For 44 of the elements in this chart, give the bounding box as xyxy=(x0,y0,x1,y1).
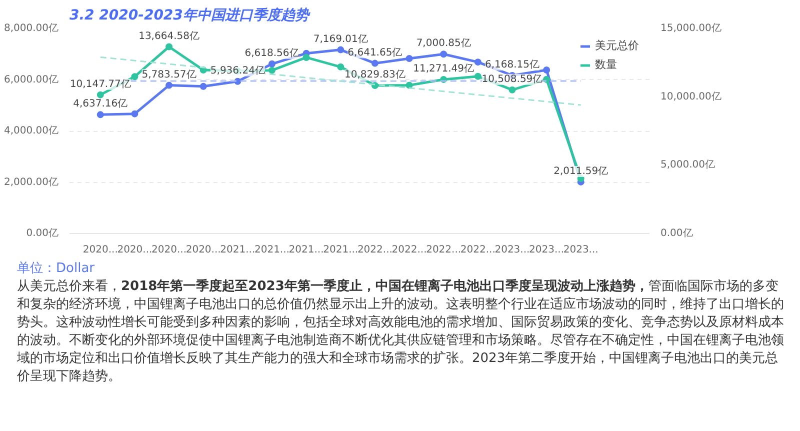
legend-label: 美元总价 xyxy=(595,38,639,53)
x-tick-label: 2022... xyxy=(460,244,496,256)
text: 单位：Dollar xyxy=(17,260,96,278)
y-tick-label: 0.00亿 xyxy=(26,228,58,239)
data-label: 6,618.56亿 xyxy=(244,48,300,59)
x-tick-label: 2022... xyxy=(392,244,427,256)
data-label: 10,829.83亿 xyxy=(344,69,406,80)
data-label: 11,271.49亿 xyxy=(413,63,474,74)
x-tick-label: 2023... xyxy=(494,244,530,256)
x-tick-label: 2020... xyxy=(117,244,152,256)
data-label: 2,011.59亿 xyxy=(554,166,608,177)
x-tick-label: 2021... xyxy=(323,244,358,256)
data-label: 5,936.24亿 xyxy=(210,65,265,76)
data-label: 4,637.16亿 xyxy=(73,98,128,110)
data-label: 6,641.65亿 xyxy=(348,47,402,58)
data-label: 10,508.59亿 xyxy=(482,74,543,85)
y2-tick-label: 0.00亿 xyxy=(660,228,693,239)
y2-tick-label: 10,000.00亿 xyxy=(660,91,722,102)
x-tick-label: 2021... xyxy=(254,244,290,256)
text: 2018年第一季度起至2023年第一季度止，中国在锂离子电池出口季度呈现波动上涨趋势， xyxy=(121,279,648,294)
data-label: 7,169.01亿 xyxy=(313,34,368,45)
y2-tick-label: 5,000.00亿 xyxy=(660,160,716,171)
data-label: 7,000.85亿 xyxy=(416,38,471,50)
data-label: 13,664.58亿 xyxy=(138,30,200,42)
x-tick-label: 2020... xyxy=(82,244,118,256)
x-tick-label: 2022... xyxy=(426,244,462,256)
x-tick-label: 2023... xyxy=(563,244,598,256)
text: 从美元总价来看， xyxy=(17,279,121,294)
x-tick-label: 2023... xyxy=(529,244,564,256)
x-tick-label: 2021... xyxy=(220,244,256,256)
y-tick-label: 2,000.00亿 xyxy=(4,176,58,188)
x-tick-label: 2020... xyxy=(152,244,187,256)
x-tick-label: 2020... xyxy=(186,244,221,256)
x-tick-label: 2021... xyxy=(288,244,324,256)
y2-tick-label: 15,000.00亿 xyxy=(660,23,722,34)
y-tick-label: 6,000.00亿 xyxy=(4,74,58,86)
data-label: 10,147.77亿 xyxy=(70,78,131,90)
y-tick-label: 4,000.00亿 xyxy=(4,126,58,136)
y-tick-label: 8,000.00亿 xyxy=(4,23,58,34)
x-tick-label: 2022... xyxy=(357,244,392,256)
data-label: 5,783.57亿 xyxy=(142,69,196,80)
chart-title: 3.2 2020-2023年中国进口季度趋势 xyxy=(70,6,311,24)
legend-label: 数量 xyxy=(595,57,617,72)
data-label: 6,168.15亿 xyxy=(484,59,540,70)
